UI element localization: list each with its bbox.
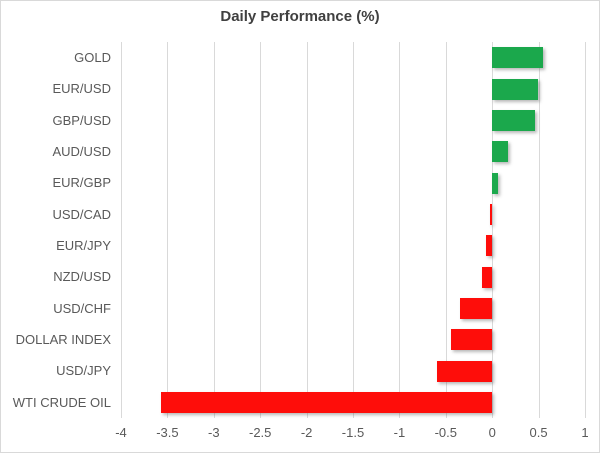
chart-title: Daily Performance (%)	[220, 8, 380, 25]
x-tick-label: 1	[581, 425, 589, 440]
gridline	[306, 42, 308, 418]
category-label: GOLD	[74, 50, 111, 65]
bar-nzd-usd	[482, 266, 493, 288]
bar-gold	[492, 47, 544, 69]
x-tick-label: -3	[208, 425, 220, 440]
x-tick-label: -2	[300, 425, 313, 440]
gridline	[260, 42, 262, 418]
category-label: WTI CRUDE OIL	[12, 394, 111, 410]
category-label: EUR/GBP	[52, 175, 111, 191]
bar-usd-chf	[459, 297, 493, 319]
gridline	[585, 42, 586, 418]
category-label: USD/JPY	[56, 363, 111, 379]
category-label: USD/CHF	[53, 300, 111, 316]
category-label: DOLLAR INDEX	[15, 332, 111, 347]
gridline	[492, 42, 494, 418]
plot-area	[121, 42, 586, 418]
x-tick-label: -0.5	[434, 425, 457, 440]
x-tick-label: -2.5	[248, 425, 272, 440]
x-tick-label: 0.5	[529, 425, 548, 440]
category-label: NZD/USD	[53, 269, 111, 285]
gridline	[167, 42, 169, 418]
x-tick-label: -3.5	[156, 425, 179, 440]
gridline	[399, 42, 401, 418]
bar-eur-gbp	[492, 172, 498, 194]
bar-dollar-index	[451, 329, 493, 351]
gridline	[353, 42, 354, 418]
x-tick-label: 0	[488, 425, 496, 440]
category-label: AUD/USD	[52, 144, 111, 159]
bar-wti-crude-oil	[160, 391, 493, 413]
x-tick-label: -1.5	[341, 425, 365, 440]
gridline	[213, 42, 215, 418]
bar-gbp-usd	[492, 109, 535, 131]
gridline	[121, 42, 122, 418]
bar-aud-usd	[492, 141, 508, 163]
category-label: GBP/USD	[52, 112, 111, 128]
x-tick-label: -1	[393, 425, 406, 440]
gridline	[445, 42, 447, 418]
gridline	[538, 42, 540, 418]
category-label: USD/CAD	[52, 206, 111, 222]
bar-eur-jpy	[485, 235, 493, 257]
category-label: EUR/JPY	[56, 238, 111, 253]
bar-eur-usd	[492, 78, 538, 100]
category-label: EUR/USD	[52, 81, 111, 97]
bar-usd-cad	[490, 203, 493, 225]
bar-usd-jpy	[437, 360, 493, 382]
x-tick-label: -4	[115, 425, 127, 440]
